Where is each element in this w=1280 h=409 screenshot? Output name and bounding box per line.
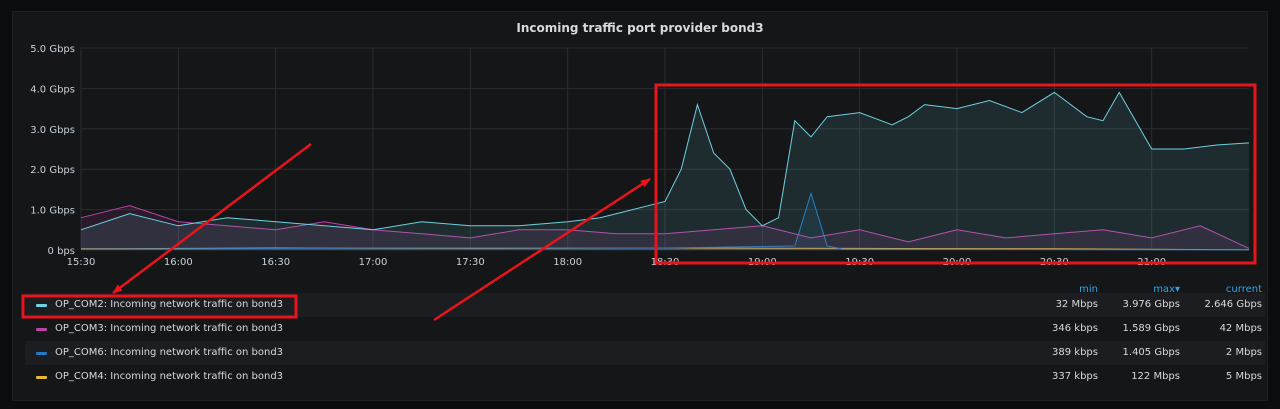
- series-name[interactable]: OP_COM2: Incoming network traffic on bon…: [55, 299, 284, 310]
- x-tick-label: 16:30: [261, 257, 290, 268]
- series-current-value: 42 Mbps: [1219, 323, 1262, 334]
- series-color-swatch[interactable]: [36, 304, 47, 307]
- legend-row-op-com3[interactable]: OP_COM3: Incoming network traffic on bon…: [25, 317, 1265, 341]
- series-min-value: 337 kbps: [1052, 371, 1098, 382]
- series-current-value: 5 Mbps: [1225, 371, 1262, 382]
- x-tick-label: 20:00: [943, 257, 972, 268]
- legend-row-op-com2[interactable]: OP_COM2: Incoming network traffic on bon…: [25, 293, 1265, 317]
- x-tick-label: 16:00: [164, 257, 193, 268]
- series-min-value: 389 kbps: [1052, 347, 1098, 358]
- y-tick-label: 0 bps: [48, 246, 75, 257]
- x-tick-label: 20:30: [1040, 257, 1069, 268]
- series-max-value: 1.405 Gbps: [1122, 347, 1180, 358]
- legend-row-op-com4[interactable]: OP_COM4: Incoming network traffic on bon…: [25, 365, 1265, 389]
- series-color-swatch[interactable]: [36, 376, 47, 379]
- x-tick-label: 19:00: [748, 257, 777, 268]
- x-tick-label: 18:30: [651, 257, 680, 268]
- legend-row-op-com6[interactable]: OP_COM6: Incoming network traffic on bon…: [25, 341, 1265, 365]
- traffic-chart: 0 bps 1.0 Gbps 2.0 Gbps 3.0 Gbps 4.0 Gbps 5.0…: [30, 44, 1250, 268]
- series-color-swatch[interactable]: [36, 352, 47, 355]
- series-max-value: 1.589 Gbps: [1122, 323, 1180, 334]
- x-tick-label: 17:00: [359, 257, 388, 268]
- series-name[interactable]: OP_COM4: Incoming network traffic on bon…: [55, 371, 284, 382]
- series-current-value: 2 Mbps: [1225, 347, 1262, 358]
- x-tick-label: 17:30: [456, 257, 485, 268]
- series-min-value: 32 Mbps: [1055, 299, 1098, 310]
- series-current-value: 2.646 Gbps: [1204, 299, 1262, 310]
- series-color-swatch[interactable]: [36, 328, 47, 331]
- y-tick-label: 2.0 Gbps: [30, 165, 75, 176]
- x-tick-label: 21:00: [1137, 257, 1166, 268]
- series-min-value: 346 kbps: [1052, 323, 1098, 334]
- y-tick-label: 5.0 Gbps: [30, 44, 75, 55]
- y-tick-label: 1.0 Gbps: [30, 206, 75, 217]
- series-name[interactable]: OP_COM3: Incoming network traffic on bon…: [55, 323, 284, 334]
- series-name[interactable]: OP_COM6: Incoming network traffic on bon…: [55, 347, 284, 358]
- x-tick-label: 15:30: [67, 257, 96, 268]
- legend-header-max[interactable]: max▾: [1153, 284, 1180, 295]
- series-max-value: 3.976 Gbps: [1122, 299, 1180, 310]
- y-tick-label: 3.0 Gbps: [30, 125, 75, 136]
- y-tick-label: 4.0 Gbps: [30, 84, 75, 95]
- panel-title[interactable]: Incoming traffic port provider bond3: [516, 21, 764, 35]
- legend-header-current[interactable]: current: [1225, 284, 1262, 295]
- x-tick-label: 19:30: [845, 257, 874, 268]
- x-tick-label: 18:00: [553, 257, 582, 268]
- series-max-value: 122 Mbps: [1131, 371, 1180, 382]
- legend-header-min[interactable]: min: [1079, 284, 1098, 295]
- graph-panel: Incoming traffic port provider bond3 0 b…: [12, 11, 1268, 401]
